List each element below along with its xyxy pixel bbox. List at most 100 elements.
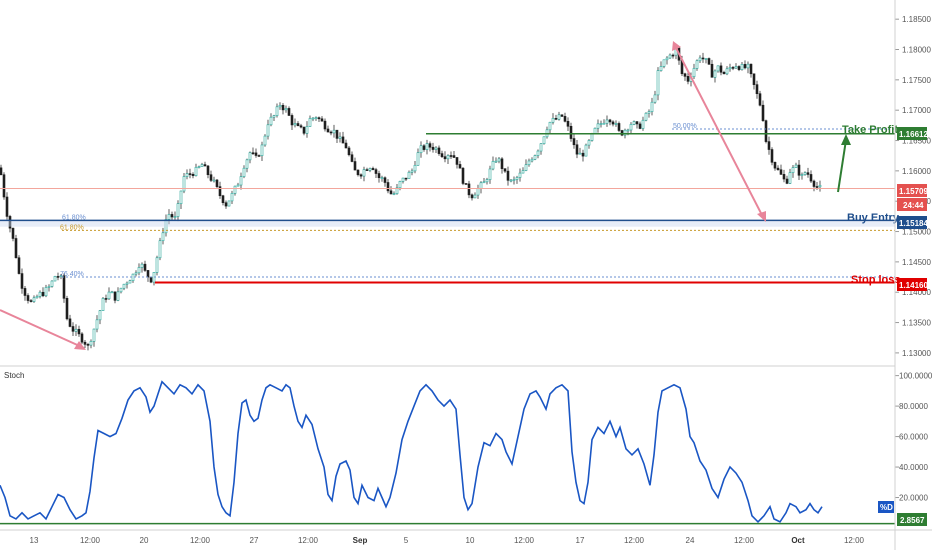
candle-body — [191, 174, 195, 176]
candle-body — [629, 124, 633, 131]
candle-body — [278, 105, 282, 108]
candle-body — [32, 297, 36, 302]
candle-body — [14, 238, 18, 259]
buy-entry-badge-bg — [897, 216, 927, 229]
candle-body — [347, 147, 351, 156]
stoch-d-badge: %D — [880, 503, 893, 512]
current-price-badge: 1.15709 — [899, 187, 928, 196]
candle-body — [449, 155, 453, 157]
candle-body — [89, 341, 93, 346]
candle-body — [581, 152, 585, 157]
candle-body — [653, 94, 657, 103]
candle-body — [182, 176, 186, 192]
candle-body — [101, 298, 105, 311]
candle-body — [572, 138, 576, 146]
candle-body — [437, 147, 441, 154]
current-price-badge-bg — [897, 184, 927, 197]
candle-body — [698, 57, 702, 62]
candle-body — [407, 171, 411, 179]
candle-body — [566, 121, 570, 127]
take-profit-label: Take Profit — [842, 124, 898, 136]
price-tick-label: 1.15000 — [902, 228, 931, 237]
candle-body — [263, 135, 267, 146]
candle-body — [314, 117, 318, 119]
fib-label: 76.40% — [60, 271, 84, 278]
candle-body — [110, 291, 114, 294]
candle-body — [170, 214, 174, 218]
candle-body — [38, 291, 42, 297]
candle-body — [20, 273, 24, 289]
candle-body — [737, 66, 741, 70]
candle-body — [95, 319, 99, 330]
candle-body — [398, 181, 402, 189]
candle-body — [176, 203, 180, 217]
candle-body — [197, 166, 201, 168]
candle-body — [458, 164, 462, 169]
candle-body — [797, 164, 801, 176]
price-tick-label: 1.17500 — [902, 76, 931, 85]
candle-body — [386, 182, 390, 192]
candle-body — [440, 153, 444, 157]
stoch-title: Stoch — [4, 371, 24, 380]
candle-body — [686, 76, 690, 82]
candle-body — [452, 155, 456, 158]
price-tick-label: 1.13000 — [902, 349, 931, 358]
candle-body — [530, 158, 534, 162]
candle-body — [119, 287, 123, 293]
candle-body — [701, 57, 705, 60]
candle-body — [47, 286, 51, 288]
candle-body — [17, 257, 21, 274]
candle-body — [131, 273, 135, 282]
candle-body — [335, 129, 339, 139]
candle-body — [53, 276, 57, 282]
candle-body — [554, 118, 558, 120]
candle-body — [389, 190, 393, 195]
candle-body — [8, 216, 12, 229]
fib-labels: 50.00% 61.80% 61.80% 76.40% — [60, 123, 697, 278]
price-tick-label: 1.16500 — [902, 137, 931, 146]
candle-body — [74, 328, 78, 332]
candle-body — [626, 129, 630, 132]
candle-body — [740, 64, 744, 70]
candle-body — [344, 142, 348, 149]
candle-body — [506, 170, 510, 181]
arrow-long-down-head — [757, 211, 766, 222]
candle-body — [320, 118, 324, 122]
candle-body — [242, 167, 246, 177]
candle-body — [752, 73, 756, 85]
candle-body — [509, 179, 513, 182]
candle-body — [536, 150, 540, 156]
candle-body — [137, 267, 141, 274]
candle-body — [26, 295, 30, 301]
candle-body — [668, 54, 672, 59]
time-tick-label: 10 — [466, 536, 475, 545]
candle-body — [236, 184, 240, 187]
candle-body — [461, 167, 465, 184]
time-tick-label: 27 — [250, 536, 259, 545]
candle-body — [503, 168, 507, 172]
candle-body — [527, 160, 531, 166]
candle-body — [758, 93, 762, 106]
candle-body — [224, 202, 228, 207]
candle-body — [719, 65, 723, 73]
candle-body — [524, 164, 528, 171]
candle-body — [104, 298, 108, 300]
candle-body — [179, 190, 183, 205]
candle-body — [623, 129, 627, 136]
price-badges: 1.16612 1.15709 24:44 1.15184 1.14160 2.… — [878, 127, 928, 526]
candle-body — [338, 136, 342, 139]
arrow-down-left-head — [74, 341, 86, 350]
candle-body — [467, 183, 471, 196]
candles — [0, 43, 822, 351]
candle-body — [518, 172, 522, 178]
candle-body — [641, 119, 645, 129]
candle-body — [50, 280, 54, 287]
candle-body — [434, 147, 438, 150]
candle-body — [611, 121, 615, 125]
candle-body — [425, 143, 429, 150]
time-axis: 13 12:00 20 12:00 27 12:00 Sep 5 10 12:00 17 12:00 2… — [30, 536, 865, 545]
candle-body — [86, 344, 90, 346]
candle-body — [359, 174, 363, 177]
candle-body — [599, 123, 603, 125]
candle-body — [749, 63, 753, 75]
